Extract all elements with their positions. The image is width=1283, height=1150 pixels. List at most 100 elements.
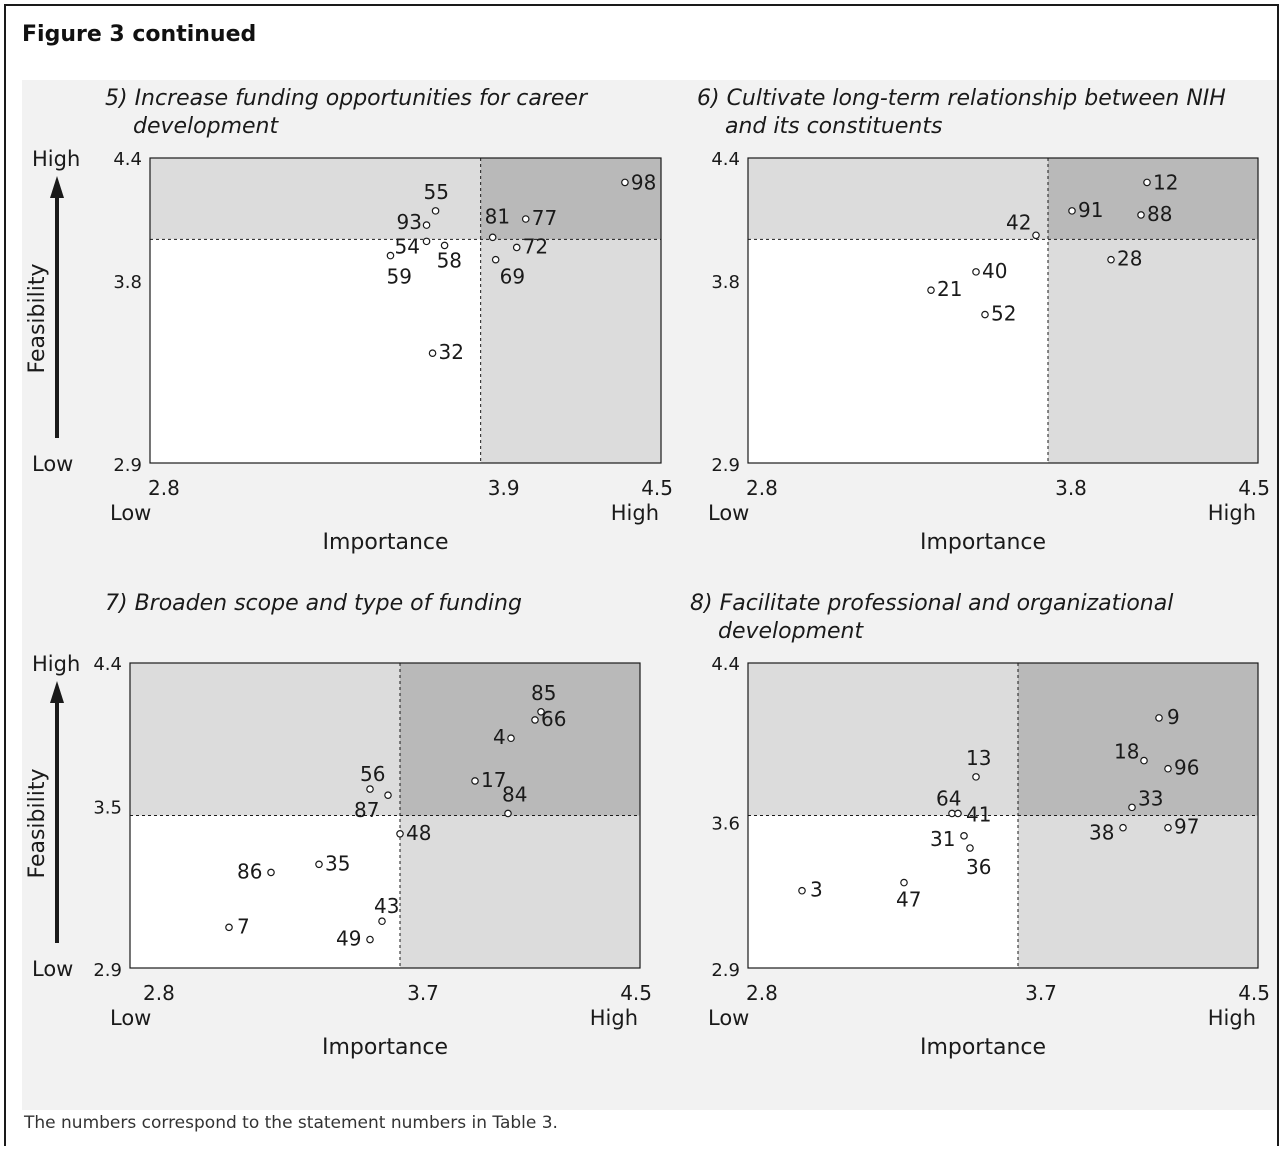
data-point-13 (972, 773, 980, 781)
data-point-98 (621, 178, 629, 187)
data-label-18: 18 (1114, 740, 1139, 764)
y-low-label: Low (32, 957, 73, 981)
y-axis-label: Feasibility (25, 769, 50, 879)
chart-title-line: development (718, 619, 865, 644)
quadrant-bottom-left (150, 239, 481, 463)
data-point-41 (954, 809, 962, 818)
quadrant-top-right (480, 158, 661, 240)
plot-border (747, 157, 1259, 464)
data-label-49: 49 (336, 927, 361, 951)
data-label-97: 97 (1174, 815, 1199, 839)
y-tick-label: 2.9 (93, 960, 122, 981)
data-point-49 (366, 935, 374, 944)
data-label-72: 72 (523, 234, 548, 258)
feasibility-arrow-head (50, 681, 64, 703)
data-point-47 (900, 878, 908, 887)
data-point-88 (1137, 211, 1145, 219)
y-tick-label: 2.9 (113, 455, 142, 476)
y-tick-label: 2.9 (711, 960, 740, 981)
x-tick-label: 3.9 (488, 476, 520, 500)
data-label-48: 48 (406, 821, 431, 845)
data-point-36 (966, 844, 974, 852)
data-point-7 (225, 923, 233, 932)
data-point-4 (507, 734, 515, 743)
y-tick-label: 3.8 (113, 272, 142, 293)
data-point-28 (1107, 255, 1115, 264)
data-point-56 (366, 785, 374, 793)
data-point-59 (386, 251, 395, 260)
data-point-33 (1128, 803, 1136, 812)
x-tick-label: 3.7 (407, 981, 439, 1005)
x-tick-label: 4.5 (1238, 981, 1270, 1005)
x-tick-label: 2.8 (148, 476, 180, 500)
data-point-17 (471, 777, 479, 785)
data-label-98: 98 (631, 170, 656, 194)
data-label-31: 31 (930, 827, 955, 851)
quadrant-bottom-left (130, 815, 400, 968)
x-high-label: High (1208, 1006, 1256, 1030)
chart-title-line: development (133, 114, 280, 139)
data-label-87: 87 (354, 798, 379, 822)
data-point-21 (927, 286, 935, 294)
x-tick-label: 2.8 (746, 476, 778, 500)
data-point-72 (512, 243, 521, 252)
chart-title-line: 8) Facilitate professional and organizat… (690, 591, 1173, 616)
data-point-38 (1119, 823, 1127, 832)
x-tick-label: 3.8 (1055, 476, 1087, 500)
quadrant-top-right (1018, 663, 1258, 816)
data-point-96 (1164, 764, 1172, 773)
x-tick-label: 3.7 (1025, 981, 1057, 1005)
figure-title: Figure 3 continued (22, 22, 257, 47)
x-high-label: High (611, 501, 659, 525)
data-label-21: 21 (937, 277, 962, 301)
data-label-7: 7 (237, 914, 250, 938)
data-label-13: 13 (966, 746, 991, 770)
data-label-42: 42 (1006, 210, 1031, 234)
data-label-43: 43 (374, 894, 399, 918)
chart-title-line: 5) Increase funding opportunities for ca… (105, 86, 589, 111)
chart-panel-8: 8) Facilitate professional and organizat… (690, 591, 1270, 1060)
x-axis-label: Importance (322, 530, 448, 555)
quadrant-bottom-right (1018, 815, 1258, 968)
data-point-93 (422, 221, 431, 229)
quadrant-top-left (748, 158, 1048, 240)
y-tick-label: 4.4 (711, 654, 740, 675)
data-label-93: 93 (397, 210, 422, 234)
data-point-77 (521, 215, 530, 223)
data-label-52: 52 (991, 302, 1016, 326)
data-label-32: 32 (439, 340, 464, 364)
x-tick-label: 4.5 (620, 981, 652, 1005)
data-label-81: 81 (485, 204, 510, 228)
data-point-48 (396, 829, 404, 838)
quadrant-top-right (1048, 158, 1258, 240)
data-label-59: 59 (386, 265, 411, 289)
data-label-58: 58 (437, 248, 462, 272)
y-axis-label: Feasibility (25, 264, 50, 374)
x-tick-label: 2.8 (746, 981, 778, 1005)
data-label-47: 47 (896, 888, 921, 912)
data-point-52 (981, 310, 989, 319)
data-label-38: 38 (1089, 821, 1114, 845)
y-high-label: High (32, 147, 80, 171)
chart-panel-5: 5) Increase funding opportunities for ca… (25, 86, 673, 555)
quadrant-bottom-left (748, 815, 1018, 968)
data-label-9: 9 (1167, 705, 1180, 729)
data-point-58 (440, 241, 449, 250)
data-point-66 (531, 716, 539, 724)
x-tick-label: 4.5 (641, 476, 673, 500)
y-high-label: High (32, 652, 80, 676)
data-label-85: 85 (531, 681, 556, 705)
data-point-3 (798, 886, 806, 895)
data-point-55 (431, 207, 440, 215)
data-label-88: 88 (1147, 202, 1172, 226)
quadrant-bottom-right (1048, 239, 1258, 463)
data-label-33: 33 (1138, 786, 1163, 810)
data-label-96: 96 (1174, 756, 1199, 780)
x-tick-label: 2.8 (143, 981, 175, 1005)
data-label-77: 77 (532, 206, 557, 230)
data-label-66: 66 (541, 707, 566, 731)
data-point-85 (537, 707, 545, 716)
data-point-40 (972, 268, 980, 276)
x-low-label: Low (708, 1006, 749, 1030)
